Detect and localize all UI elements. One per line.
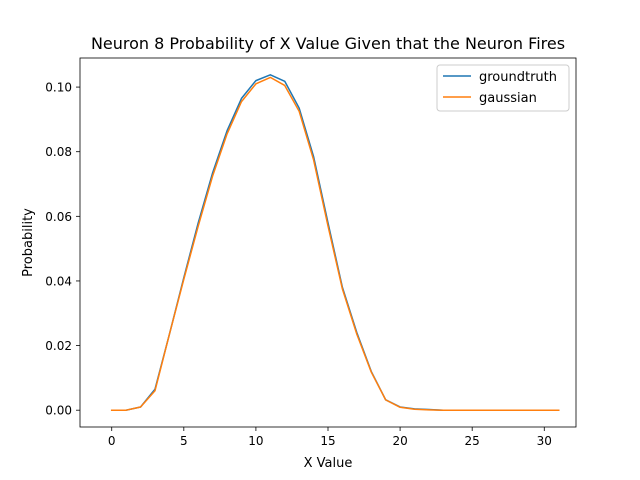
series-line-gaussian — [110, 76, 560, 411]
x-tick-label: 5 — [180, 434, 188, 448]
legend: groundtruth gaussian — [436, 64, 570, 112]
x-axis-label: X Value — [304, 456, 353, 471]
series-lines — [110, 74, 560, 411]
legend-label-gaussian: gaussian — [479, 91, 537, 106]
x-tick-label: 30 — [537, 434, 552, 448]
chart-title: Neuron 8 Probability of X Value Given th… — [91, 34, 565, 53]
y-tick-label: 0.08 — [45, 145, 72, 159]
y-axis-label: Probability — [21, 208, 36, 277]
y-axis: 0.00 0.02 0.04 0.06 0.08 0.10 — [45, 81, 80, 418]
x-tick-label: 0 — [108, 434, 116, 448]
x-tick-label: 15 — [320, 434, 335, 448]
x-tick-label: 20 — [392, 434, 407, 448]
x-tick-label: 10 — [248, 434, 263, 448]
y-tick-label: 0.06 — [45, 210, 72, 224]
y-tick-label: 0.02 — [45, 339, 72, 353]
x-axis: 0 5 10 15 20 25 30 — [108, 427, 552, 448]
y-tick-label: 0.04 — [45, 274, 72, 288]
legend-label-groundtruth: groundtruth — [479, 70, 557, 85]
x-tick-label: 25 — [465, 434, 480, 448]
y-tick-label: 0.10 — [45, 81, 72, 95]
y-tick-label: 0.00 — [45, 404, 72, 418]
